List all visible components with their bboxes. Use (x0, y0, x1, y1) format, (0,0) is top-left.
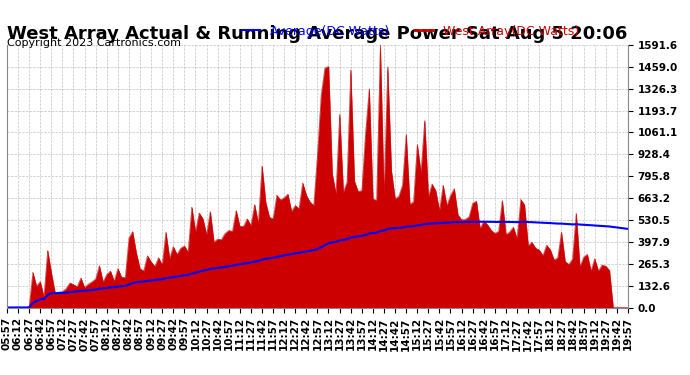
Legend: Average(DC Watts), West Array(DC Watts): Average(DC Watts), West Array(DC Watts) (237, 20, 584, 43)
Text: Copyright 2023 Cartronics.com: Copyright 2023 Cartronics.com (7, 38, 181, 48)
Title: West Array Actual & Running Average Power Sat Aug 5 20:06: West Array Actual & Running Average Powe… (7, 26, 628, 44)
